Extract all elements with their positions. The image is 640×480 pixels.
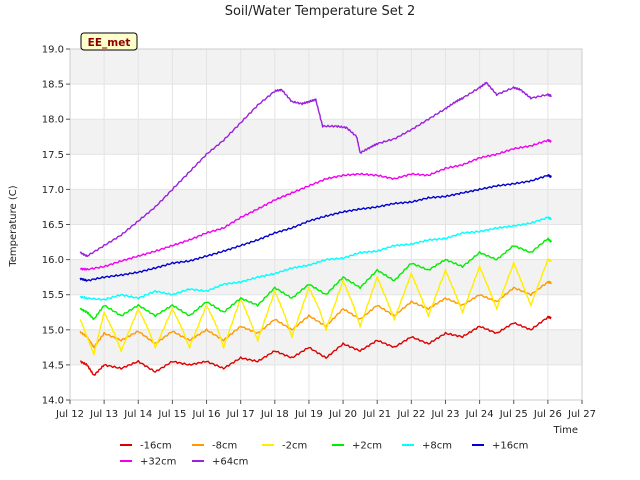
legend-item: +64cm bbox=[192, 457, 248, 468]
plot-band bbox=[70, 329, 582, 365]
x-tick-label: Jul 12 bbox=[55, 409, 84, 420]
plot-bands-layer bbox=[70, 49, 582, 400]
x-tick-label: Jul 27 bbox=[567, 409, 596, 420]
series-line-+8cm bbox=[79, 216, 552, 301]
series-line--2cm bbox=[79, 258, 552, 356]
legend-item: -8cm bbox=[192, 441, 237, 452]
legend-label: -8cm bbox=[212, 441, 237, 452]
legend: -16cm -8cm -2cm +2cm +8cm +16cm +32cm +64cm bbox=[120, 441, 528, 468]
series-line--8cm bbox=[79, 280, 552, 349]
legend-label: +32cm bbox=[140, 457, 176, 468]
x-tick-label: Jul 18 bbox=[260, 409, 289, 420]
series-line--16cm bbox=[79, 315, 552, 376]
series-line-+32cm bbox=[79, 138, 552, 271]
y-tick-label: 17.0 bbox=[42, 185, 64, 196]
badge: EE_met bbox=[80, 32, 138, 51]
x-axis: Jul 12 Jul 13 Jul 14 Jul 15 Jul 16 Jul 17 Jul … bbox=[55, 400, 596, 420]
legend-label: +16cm bbox=[492, 441, 528, 452]
y-axis: 14.0 14.5 15.0 15.5 16.0 16.5 17.0 17.5 18.0 18.5… bbox=[42, 45, 70, 407]
badge-box bbox=[80, 32, 138, 51]
legend-item: -16cm bbox=[120, 441, 172, 452]
x-tick-label: Jul 17 bbox=[226, 409, 255, 420]
series-line-+2cm bbox=[79, 237, 552, 321]
x-tick-label: Jul 25 bbox=[499, 409, 528, 420]
y-tick-label: 18.5 bbox=[42, 80, 64, 91]
y-tick-label: 18.0 bbox=[42, 115, 64, 126]
y-axis-label: Temperature (C) bbox=[8, 185, 19, 267]
plot-band bbox=[70, 119, 582, 155]
chart-title: Soil/Water Temperature Set 2 bbox=[225, 4, 416, 19]
x-tick-label: Jul 19 bbox=[294, 409, 323, 420]
plot-band bbox=[70, 84, 582, 120]
legend-label: -2cm bbox=[282, 441, 307, 452]
legend-label: +64cm bbox=[212, 457, 248, 468]
x-tick-label: Jul 20 bbox=[328, 409, 357, 420]
legend-item: +2cm bbox=[332, 441, 382, 452]
y-tick-label: 19.0 bbox=[42, 45, 64, 56]
x-tick-label: Jul 23 bbox=[430, 409, 459, 420]
x-tick-label: Jul 15 bbox=[157, 409, 186, 420]
y-tick-label: 17.5 bbox=[42, 150, 64, 161]
x-tick-label: Jul 13 bbox=[89, 409, 118, 420]
series-line-+64cm bbox=[79, 81, 552, 258]
y-tick-label: 16.0 bbox=[42, 255, 64, 266]
legend-item: +8cm bbox=[402, 441, 452, 452]
x-tick-label: Jul 24 bbox=[465, 409, 494, 420]
series-layer bbox=[79, 81, 552, 376]
plot-band bbox=[70, 259, 582, 295]
x-axis-label: Time bbox=[553, 425, 578, 436]
badge-label: EE_met bbox=[88, 37, 131, 49]
plot-band bbox=[70, 154, 582, 190]
x-tick-label: Jul 26 bbox=[533, 409, 562, 420]
y-tick-label: 15.5 bbox=[42, 290, 64, 301]
x-tick-label: Jul 14 bbox=[123, 409, 152, 420]
y-tick-label: 14.5 bbox=[42, 360, 64, 371]
x-tick-label: Jul 21 bbox=[362, 409, 391, 420]
plot-band bbox=[70, 49, 582, 85]
legend-item: -2cm bbox=[262, 441, 307, 452]
legend-item: +32cm bbox=[120, 457, 176, 468]
y-tick-label: 15.0 bbox=[42, 325, 64, 336]
x-tick-label: Jul 22 bbox=[396, 409, 425, 420]
legend-label: +8cm bbox=[422, 441, 452, 452]
plot-band bbox=[70, 224, 582, 260]
plot-band bbox=[70, 294, 582, 330]
series-line-+16cm bbox=[79, 173, 552, 282]
x-tick-label: Jul 16 bbox=[192, 409, 221, 420]
plot-band bbox=[70, 364, 582, 400]
legend-item: +16cm bbox=[472, 441, 528, 452]
legend-label: -16cm bbox=[140, 441, 172, 452]
plot-band bbox=[70, 189, 582, 225]
y-tick-label: 16.5 bbox=[42, 220, 64, 231]
legend-label: +2cm bbox=[352, 441, 382, 452]
y-tick-label: 14.0 bbox=[42, 396, 64, 407]
